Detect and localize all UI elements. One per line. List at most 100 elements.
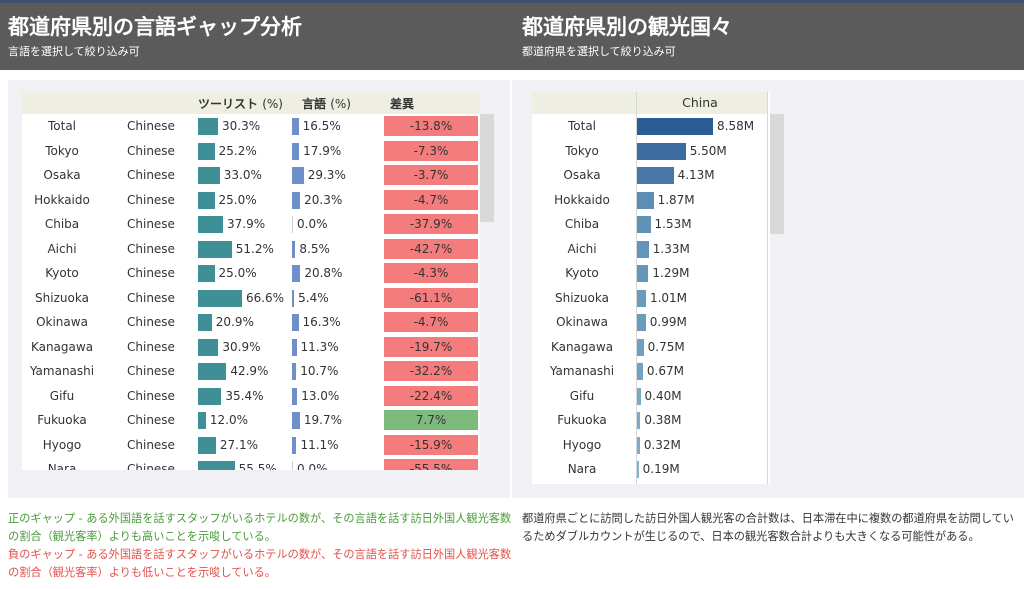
tourist-bar [198,191,215,209]
prefecture-label: Yamanashi [29,364,95,378]
visitor-bar [637,216,651,233]
language-bar [292,387,298,405]
tourist-bar [198,412,206,429]
language-gap-table[interactable]: ツーリスト (%) 言語 (%) 差異 Total Chinese 30.3% 16.… [22,92,480,470]
language-label: Chinese [127,315,175,329]
visitor-value: 1.01M [649,290,688,305]
language-column-header: 言語 (%) [302,97,351,111]
tourist-value: 12.0% [209,413,249,427]
language-value: 0.0% [297,217,328,231]
language-bar [292,289,295,307]
language-value: 16.5% [302,119,341,133]
table-row[interactable]: Tokyo 5.50M [532,139,768,164]
language-value: 11.3% [300,339,339,354]
language-bar [292,142,300,160]
tourist-bar [198,314,212,331]
tourist-value: 51.2% [235,241,274,256]
language-bar [292,436,297,454]
language-value: 5.4% [298,290,329,305]
language-label: Chinese [127,388,175,403]
table-row[interactable]: Kanagawa Chinese 30.9% 11.3% -19.7% [22,335,480,360]
table-row[interactable]: Aichi 1.33M [532,237,768,262]
table-row[interactable]: Yamanashi Chinese 42.9% 10.7% -32.2% [22,359,480,384]
table-row[interactable]: Tokyo Chinese 25.2% 17.9% -7.3% [22,139,480,164]
tourist-value: 30.3% [221,119,261,133]
language-label: Chinese [127,192,175,207]
table-row[interactable]: Okinawa Chinese 20.9% 16.3% -4.7% [22,310,480,335]
language-value: 19.7% [303,413,342,427]
table-row[interactable]: Hokkaido Chinese 25.0% 20.3% -4.7% [22,188,480,213]
tourist-bar [198,363,227,380]
diff-value: -4.3% [384,263,478,283]
table-row[interactable]: Shizuoka Chinese 66.6% 5.4% -61.1% [22,286,480,311]
table-row[interactable]: Kyoto 1.29M [532,261,768,286]
table-row[interactable]: Chiba Chinese 37.9% 0.0% -37.9% [22,212,480,237]
table-row[interactable]: Nara Chinese 55.5% 0.0% -55.5% [22,457,480,470]
visitor-value: 1.53M [654,217,692,231]
table-row[interactable]: Kanagawa 0.75M [532,335,768,360]
table-row[interactable]: Shizuoka 1.01M [532,286,768,311]
diff-value: -4.7% [384,189,478,210]
visitor-value: 0.99M [649,315,687,329]
tourist-column-header: ツーリスト (%) [198,97,283,111]
table-row[interactable]: Total 8.58M [532,114,768,139]
visitor-value: 4.13M [677,168,715,182]
table-row[interactable]: Hyogo 0.32M [532,433,768,458]
table-row[interactable]: Hokkaido 1.87M [532,188,768,213]
diff-value: 7.7% [384,410,478,430]
tourist-bar [198,167,220,184]
visitor-value: 0.40M [644,388,682,403]
language-bar [292,191,301,209]
visitor-value: 8.58M [717,119,755,133]
language-label: Chinese [127,437,175,452]
prefecture-label: Gifu [49,388,75,403]
tourist-value: 42.9% [230,364,269,378]
diff-value: -42.7% [384,238,478,259]
table-scrollbar[interactable] [770,114,784,234]
table-row[interactable]: Hyogo Chinese 27.1% 11.1% -15.9% [22,433,480,458]
language-value: 17.9% [303,143,342,158]
table-row[interactable]: Aichi Chinese 51.2% 8.5% -42.7% [22,237,480,262]
prefecture-label: Tokyo [565,143,599,158]
visitor-value: 1.33M [652,241,690,256]
tourist-value: 20.9% [215,315,254,329]
visitor-bar [637,387,641,405]
language-bar [292,167,304,184]
language-value: 13.0% [301,388,340,403]
prefecture-label: Shizuoka [555,290,609,305]
table-row[interactable]: Gifu Chinese 35.4% 13.0% -22.4% [22,384,480,409]
visitor-bar [637,338,644,356]
table-row[interactable]: Fukuoka Chinese 12.0% 19.7% 7.7% [22,408,480,433]
visitor-bar [637,436,640,454]
tourist-bar [198,118,218,135]
table-row[interactable]: Chiba 1.53M [532,212,768,237]
tourist-bar [198,142,215,160]
table-row[interactable]: Nara 0.19M [532,457,768,482]
table-row[interactable]: Fukuoka 0.38M [532,408,768,433]
language-bar [292,412,300,429]
table-row[interactable]: Kyoto Chinese 25.0% 20.8% -4.3% [22,261,480,286]
table-scrollbar[interactable] [480,114,494,222]
tourist-bar [198,338,219,356]
table-row[interactable]: Osaka Chinese 33.0% 29.3% -3.7% [22,163,480,188]
visitor-bar [637,142,686,160]
prefecture-label: Fukuoka [37,413,87,427]
language-bar [292,265,301,282]
table-row[interactable]: Okinawa 0.99M [532,310,768,335]
tourist-bar [198,240,232,258]
diff-value: -32.2% [384,361,478,381]
table-row[interactable]: Osaka 4.13M [532,163,768,188]
language-label: Chinese [127,364,175,378]
table-row[interactable]: Total Chinese 30.3% 16.5% -13.8% [22,114,480,139]
table-row[interactable]: Yamanashi 0.67M [532,359,768,384]
table-row[interactable]: Gifu 0.40M [532,384,768,409]
language-label: Chinese [127,266,175,280]
language-bar [292,461,293,470]
visitor-bar [637,118,713,135]
visitor-bar [637,167,674,184]
tourist-bar [198,387,222,405]
visitors-table[interactable]: China Total 8.58M Tokyo 5.50M Osaka 4.13M Hokk… [532,92,770,484]
tourist-value: 25.0% [218,266,257,280]
visitor-bar [637,265,649,282]
table-header [532,92,768,114]
